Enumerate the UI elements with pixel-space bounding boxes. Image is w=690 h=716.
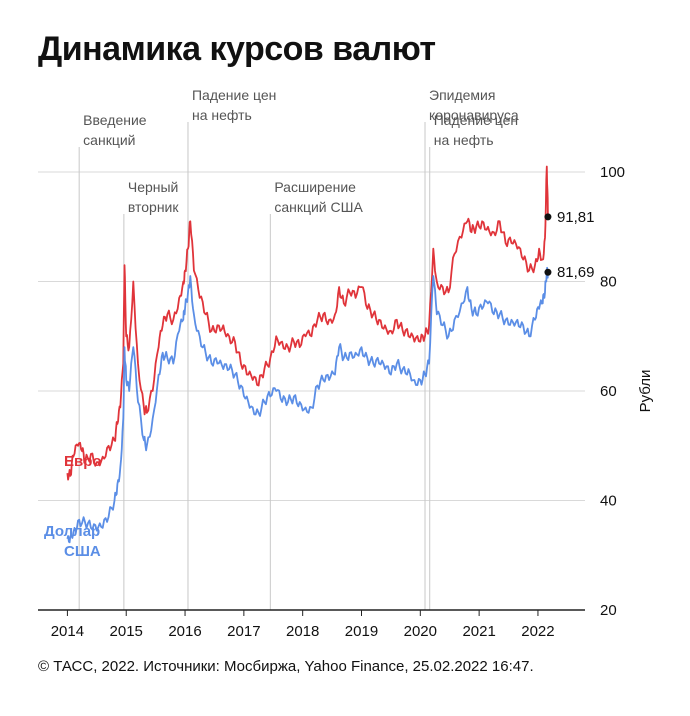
series-lines [66, 165, 549, 544]
event-annotation: Падение цен [192, 87, 276, 103]
y-tick-label: 60 [600, 383, 617, 400]
y-tick-label: 80 [600, 274, 617, 291]
event-annotation: Введение [83, 112, 147, 128]
event-annotation: санкций США [274, 199, 363, 215]
dollar-series-line [66, 266, 549, 544]
end-value-label: 91,81 [557, 209, 595, 226]
end-value-label: 81,69 [557, 264, 595, 281]
euro-series-line [66, 165, 549, 481]
event-annotation: Расширение [274, 179, 356, 195]
x-tick-label: 2021 [462, 623, 495, 640]
series-label-euro: Евро [64, 453, 102, 470]
end-point-dot [544, 268, 552, 276]
event-annotation: вторник [128, 199, 180, 215]
event-annotation: на нефть [192, 107, 252, 123]
series-label-dollar: США [64, 543, 101, 560]
x-tick-label: 2015 [110, 623, 143, 640]
y-tick-label: 40 [600, 493, 617, 510]
x-tick-label: 2019 [345, 623, 378, 640]
event-annotation: Падение цен [434, 112, 518, 128]
x-tick-label: 2018 [286, 623, 319, 640]
end-point-dot [544, 213, 552, 221]
x-tick-label: 2016 [168, 623, 201, 640]
source-note: © ТАСС, 2022. Источники: Мосбиржа, Yahoo… [38, 658, 534, 675]
y-axis-title: Рубли [637, 370, 654, 413]
event-annotation: Эпидемия [429, 87, 495, 103]
y-tick-label: 20 [600, 602, 617, 619]
y-tick-label: 100 [600, 164, 625, 181]
x-tick-label: 2022 [521, 623, 554, 640]
series-label-dollar: Доллар [44, 523, 100, 540]
currency-line-chart: Введение санкций Черный вторник Падение цен н… [38, 87, 654, 640]
event-annotation: Черный [128, 179, 179, 195]
x-tick-label: 2020 [404, 623, 437, 640]
event-annotation: санкций [83, 132, 135, 148]
x-tick-label: 2014 [51, 623, 84, 640]
chart-title: Динамика курсов валют [38, 30, 436, 68]
x-tick-label: 2017 [227, 623, 260, 640]
x-axis: 2014 2015 2016 2017 2018 2019 2020 2021 2022 [38, 609, 585, 640]
event-annotation: коронавируса [429, 107, 519, 123]
y-axis: 20 40 60 80 100 Рубли [600, 164, 654, 619]
event-annotations: Введение санкций Черный вторник Падение цен н… [83, 87, 519, 215]
series-labels: 91,81 81,69 Евро Доллар США [44, 209, 594, 560]
event-annotation: на нефть [434, 132, 494, 148]
